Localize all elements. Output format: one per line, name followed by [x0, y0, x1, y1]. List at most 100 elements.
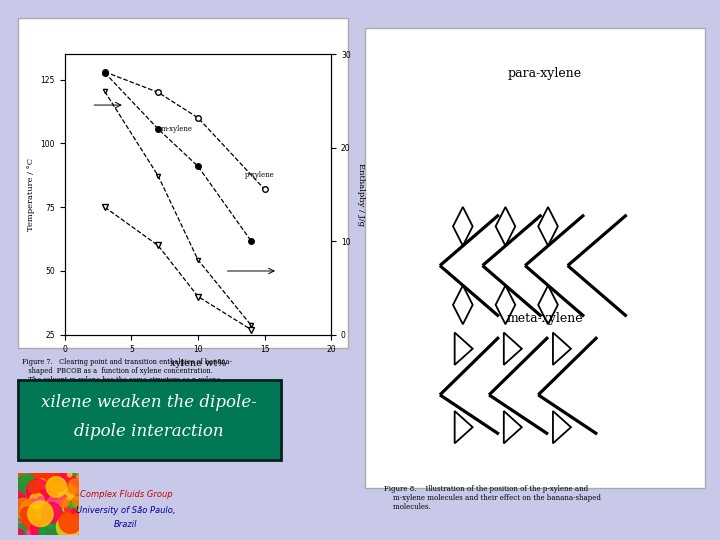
Circle shape [30, 482, 42, 495]
Circle shape [41, 491, 50, 501]
Circle shape [42, 465, 65, 488]
Circle shape [21, 512, 33, 525]
Circle shape [60, 515, 71, 525]
Circle shape [40, 499, 50, 509]
Circle shape [71, 509, 76, 514]
Circle shape [26, 471, 36, 482]
Circle shape [28, 515, 42, 530]
Circle shape [50, 517, 59, 525]
Circle shape [28, 501, 53, 526]
Circle shape [56, 474, 70, 487]
Circle shape [17, 519, 32, 535]
Circle shape [62, 515, 69, 522]
Circle shape [35, 485, 56, 507]
Circle shape [33, 516, 50, 534]
Circle shape [9, 484, 33, 509]
Circle shape [19, 481, 30, 492]
Circle shape [44, 486, 63, 505]
Circle shape [19, 517, 36, 535]
Circle shape [24, 522, 30, 527]
Circle shape [70, 502, 81, 512]
Circle shape [12, 502, 25, 516]
Circle shape [17, 531, 25, 538]
Circle shape [72, 496, 83, 507]
Circle shape [48, 497, 69, 518]
Circle shape [46, 510, 60, 524]
Circle shape [34, 515, 59, 540]
Circle shape [53, 495, 75, 517]
Circle shape [33, 477, 47, 490]
Circle shape [73, 497, 85, 508]
Circle shape [21, 507, 35, 521]
Circle shape [64, 506, 69, 511]
Circle shape [39, 529, 45, 535]
Text: dipole interaction: dipole interaction [74, 423, 224, 441]
Circle shape [56, 515, 80, 539]
Circle shape [48, 487, 53, 491]
Circle shape [30, 473, 55, 498]
Circle shape [71, 471, 76, 476]
Circle shape [32, 509, 46, 523]
Circle shape [66, 474, 73, 482]
Circle shape [24, 478, 41, 494]
Circle shape [48, 475, 55, 482]
Circle shape [21, 471, 40, 491]
Circle shape [18, 495, 26, 503]
Circle shape [45, 467, 70, 491]
Circle shape [24, 506, 47, 530]
Circle shape [55, 518, 73, 537]
Circle shape [72, 479, 78, 485]
Circle shape [22, 505, 32, 516]
Circle shape [37, 479, 46, 489]
Circle shape [37, 502, 42, 508]
Circle shape [16, 501, 40, 526]
Circle shape [42, 520, 61, 539]
Circle shape [70, 480, 76, 485]
Circle shape [65, 482, 88, 505]
Circle shape [53, 524, 65, 536]
Circle shape [16, 514, 22, 520]
Circle shape [33, 510, 50, 527]
Circle shape [58, 481, 68, 491]
Circle shape [48, 489, 61, 502]
Circle shape [60, 499, 68, 508]
Circle shape [48, 497, 71, 521]
Circle shape [41, 469, 53, 480]
Circle shape [41, 503, 61, 523]
Circle shape [30, 490, 52, 512]
Circle shape [64, 496, 78, 510]
Circle shape [41, 498, 55, 512]
Circle shape [40, 501, 45, 505]
Circle shape [27, 525, 37, 536]
Circle shape [14, 517, 33, 536]
Circle shape [71, 522, 80, 531]
Circle shape [57, 495, 79, 517]
Circle shape [12, 524, 26, 539]
Circle shape [30, 475, 39, 485]
Circle shape [41, 516, 62, 537]
Circle shape [23, 495, 47, 519]
Circle shape [53, 522, 73, 540]
Circle shape [24, 483, 35, 494]
Circle shape [64, 522, 69, 527]
Circle shape [46, 500, 53, 506]
Circle shape [34, 487, 44, 497]
Circle shape [25, 500, 50, 525]
Circle shape [27, 480, 50, 503]
Circle shape [57, 479, 68, 490]
Circle shape [46, 479, 53, 487]
Circle shape [54, 507, 68, 521]
Circle shape [21, 499, 42, 521]
Circle shape [30, 464, 50, 484]
Circle shape [27, 519, 50, 540]
Circle shape [45, 465, 60, 480]
Circle shape [50, 496, 63, 509]
Circle shape [43, 501, 58, 515]
Circle shape [17, 514, 22, 518]
Circle shape [69, 500, 79, 511]
Circle shape [64, 484, 76, 496]
Circle shape [41, 495, 58, 511]
Circle shape [32, 482, 57, 507]
Circle shape [13, 472, 31, 490]
Circle shape [48, 521, 61, 534]
